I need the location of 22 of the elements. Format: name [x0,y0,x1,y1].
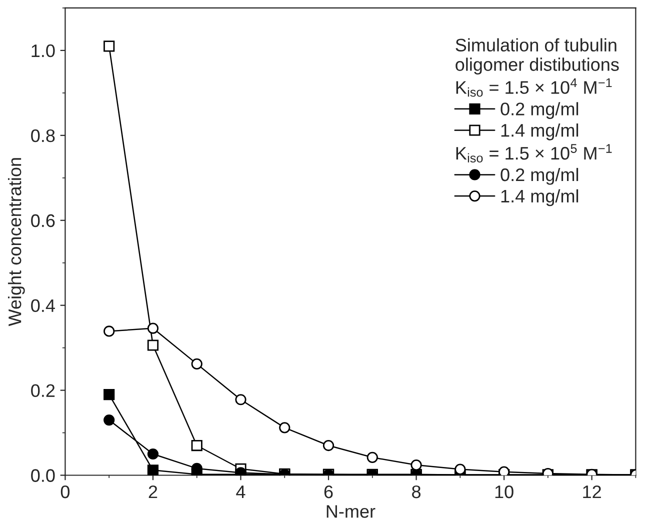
y-tick-label: 0.6 [31,214,55,228]
x-axis-title: N-mer [326,505,376,518]
x-tick-label: 8 [412,485,421,498]
legend-label: 1.4 mg/ml [501,189,578,206]
x-tick-label: 6 [324,485,333,498]
x-tick-label: 4 [236,486,246,498]
legend-label: 1.4 mg/ml [501,123,578,140]
y-tick-label: 0.2 [31,384,55,398]
x-tick-label: 10 [495,485,514,498]
annotation: K$_{iso}$ = 1.5 × 10$^{4}$ M$^{−1}$ [456,78,612,97]
legend-label: 0.2 mg/ml [500,168,578,185]
y-tick-label: 1.0 [32,44,55,58]
y-axis-title: Weight concentration [8,158,25,326]
x-tick-label: 2 [148,485,158,498]
annotation: K$_{iso}$ = 1.5 × 10$^{5}$ M$^{−1}$ [456,144,612,163]
legend-title: Simulation of tubulin oligomer distibutions [456,38,619,75]
y-tick-label: 0.4 [31,299,55,312]
y-tick-label: 0.0 [31,469,55,482]
x-tick-label: 12 [583,485,601,498]
legend-label: 0.2 mg/ml [500,102,578,119]
y-tick-label: 0.8 [31,129,55,142]
x-tick-label: 0 [60,485,70,498]
